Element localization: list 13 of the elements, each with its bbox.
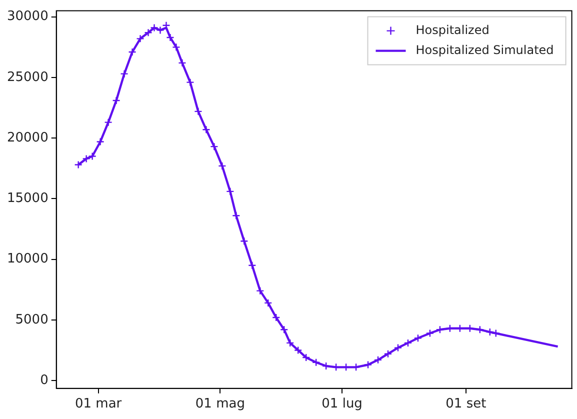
legend-label: Hospitalized [416,22,490,37]
y-tick-label: 20000 [6,130,48,146]
legend-label: Hospitalized Simulated [416,42,554,57]
x-tick-label: 01 lug [322,396,362,412]
y-tick-label: 10000 [6,252,48,267]
x-tick-label: 01 mar [74,396,122,412]
x-tick-label: 01 set [446,396,486,412]
y-tick-label: 5000 [15,312,48,328]
y-tick-label: 25000 [6,70,48,85]
y-tick-label: 0 [40,372,48,388]
y-tick-label: 30000 [6,9,48,24]
y-tick-label: 15000 [6,191,48,206]
x-tick-label: 01 mag [195,396,245,412]
